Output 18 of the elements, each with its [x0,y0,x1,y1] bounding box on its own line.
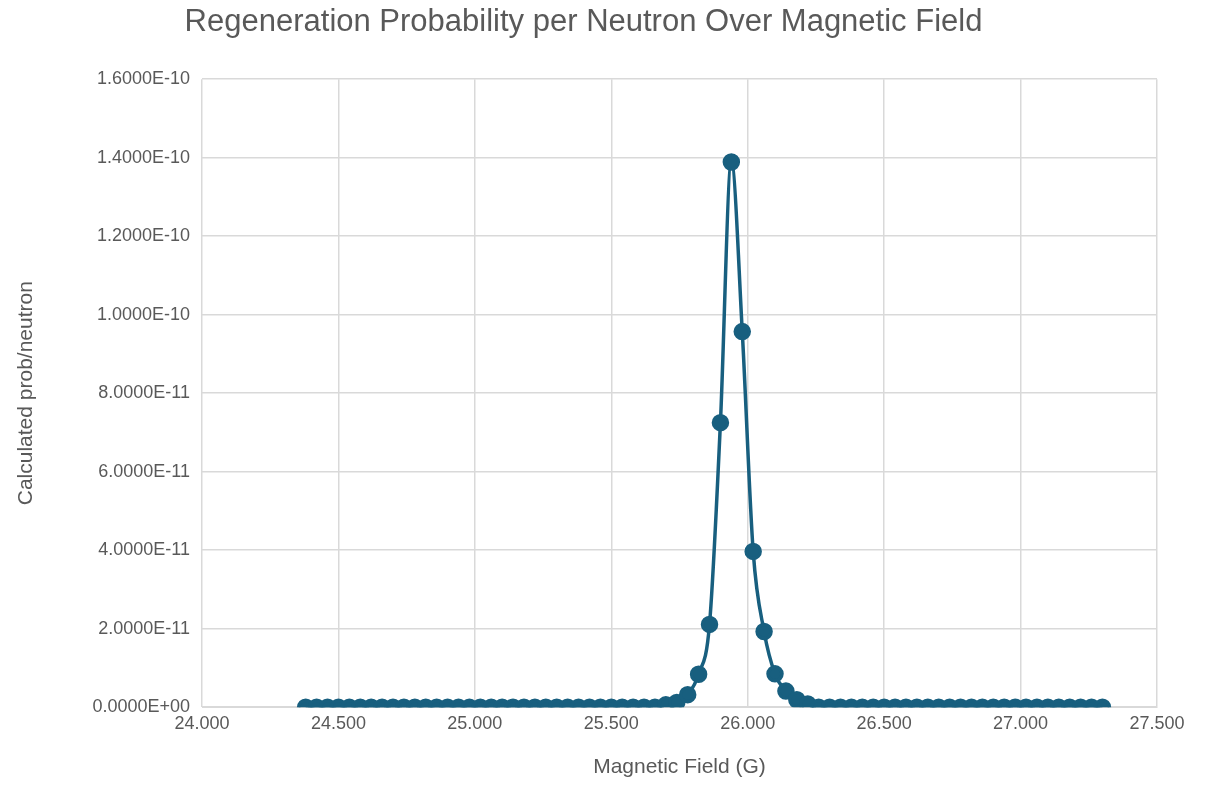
y-tick-label: 1.0000E-10 [96,303,190,324]
x-tick-label: 26.500 [856,712,912,733]
x-tick-label: 27.000 [993,712,1049,733]
y-axis-title: Calculated prob/neutron [13,281,37,506]
x-tick-label: 26.000 [720,712,776,733]
y-tick-label: 1.6000E-10 [96,68,190,89]
y-tick-label: 8.0000E-11 [98,382,190,403]
y-tick-label: 2.0000E-11 [98,617,190,638]
x-tick-label: 25.500 [583,712,639,733]
chart-title: Regeneration Probability per Neutron Over Magnetic Field [184,3,983,39]
x-tick-label: 24.500 [310,712,366,733]
y-tick-label: 6.0000E-11 [98,460,190,481]
x-axis-title: Magnetic Field (G) [593,754,766,778]
y-tick-label: 1.2000E-10 [96,225,190,246]
x-tick-label: 25.000 [447,712,503,733]
x-tick-label: 27.500 [1129,712,1185,733]
y-tick-label: 1.4000E-10 [96,146,190,167]
y-tick-label: 4.0000E-11 [98,539,190,560]
